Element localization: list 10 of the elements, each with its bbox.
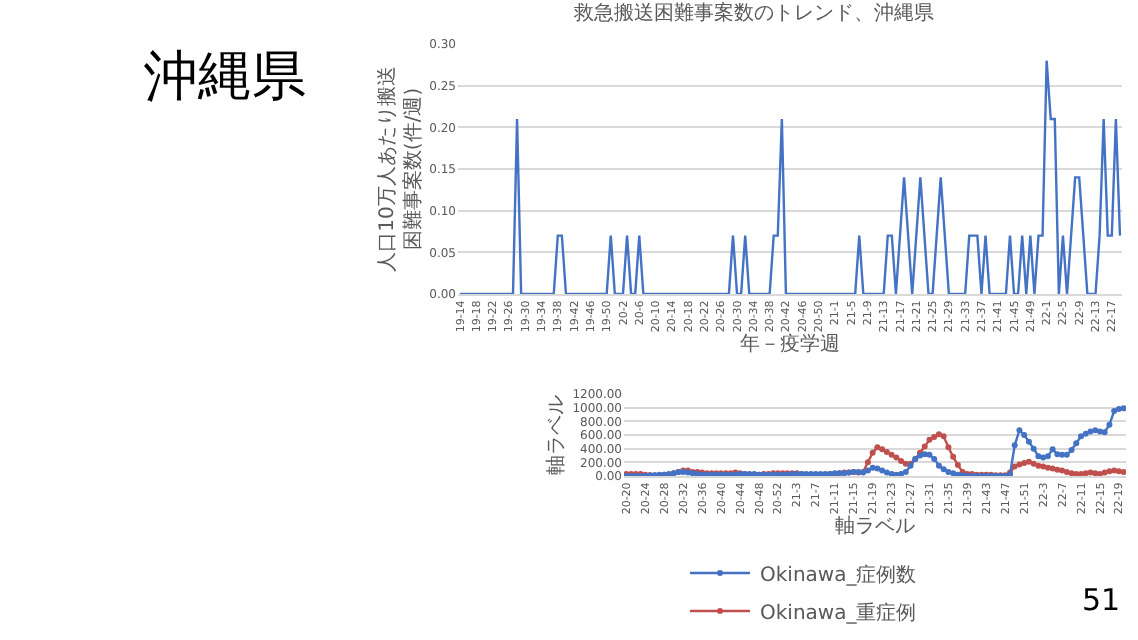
y-axis-title: 軸ラベル	[544, 395, 569, 475]
x-axis-title: 年－疫学週	[740, 332, 840, 357]
legend-label: Okinawa_重症例	[760, 600, 917, 625]
y-axis-title: 人口10万人あたり搬送困難事案数(件/週)	[375, 66, 426, 272]
text: 51	[1082, 582, 1121, 618]
x-axis-title: 軸ラベル	[835, 514, 915, 539]
legend-label: Okinawa_症例数	[760, 562, 917, 587]
line-series	[458, 59, 1122, 294]
chart-title: 救急搬送困難事案数のトレンド、沖縄県	[572, 1, 934, 26]
text: 沖縄県	[144, 44, 306, 112]
